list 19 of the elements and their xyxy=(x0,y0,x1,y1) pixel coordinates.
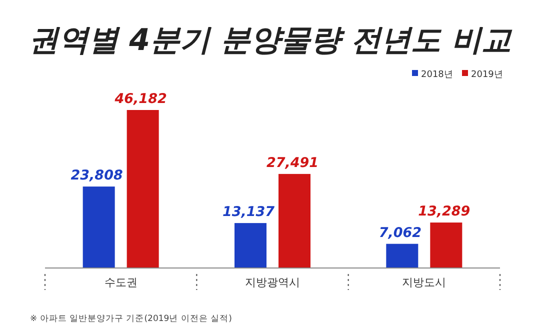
data-label: 27,491 xyxy=(266,154,319,171)
bar xyxy=(234,223,266,268)
bar xyxy=(82,186,115,268)
bar xyxy=(430,222,462,268)
data-label: 13,289 xyxy=(418,204,470,220)
data-label: 23,808 xyxy=(70,168,123,184)
x-tick-label: 지방도시 xyxy=(402,276,446,289)
x-tick-label: 수도권 xyxy=(104,276,138,289)
legend-label: 2019년 xyxy=(471,70,503,80)
text: ※ 아파트 일반분양가구 기준(2019년 이전은 실적) xyxy=(30,314,232,324)
legend-label: 2018년 xyxy=(421,70,453,80)
data-label: 46,182 xyxy=(114,91,167,107)
x-tick-label: 지방광역시 xyxy=(245,276,300,289)
data-label: 13,137 xyxy=(222,204,276,220)
bar xyxy=(278,174,310,268)
bar xyxy=(386,244,418,268)
chart-title: 권역별 4분기 분양물량 전년도 비교 xyxy=(28,23,512,58)
data-label: 7,062 xyxy=(378,224,422,241)
bar xyxy=(126,110,159,268)
